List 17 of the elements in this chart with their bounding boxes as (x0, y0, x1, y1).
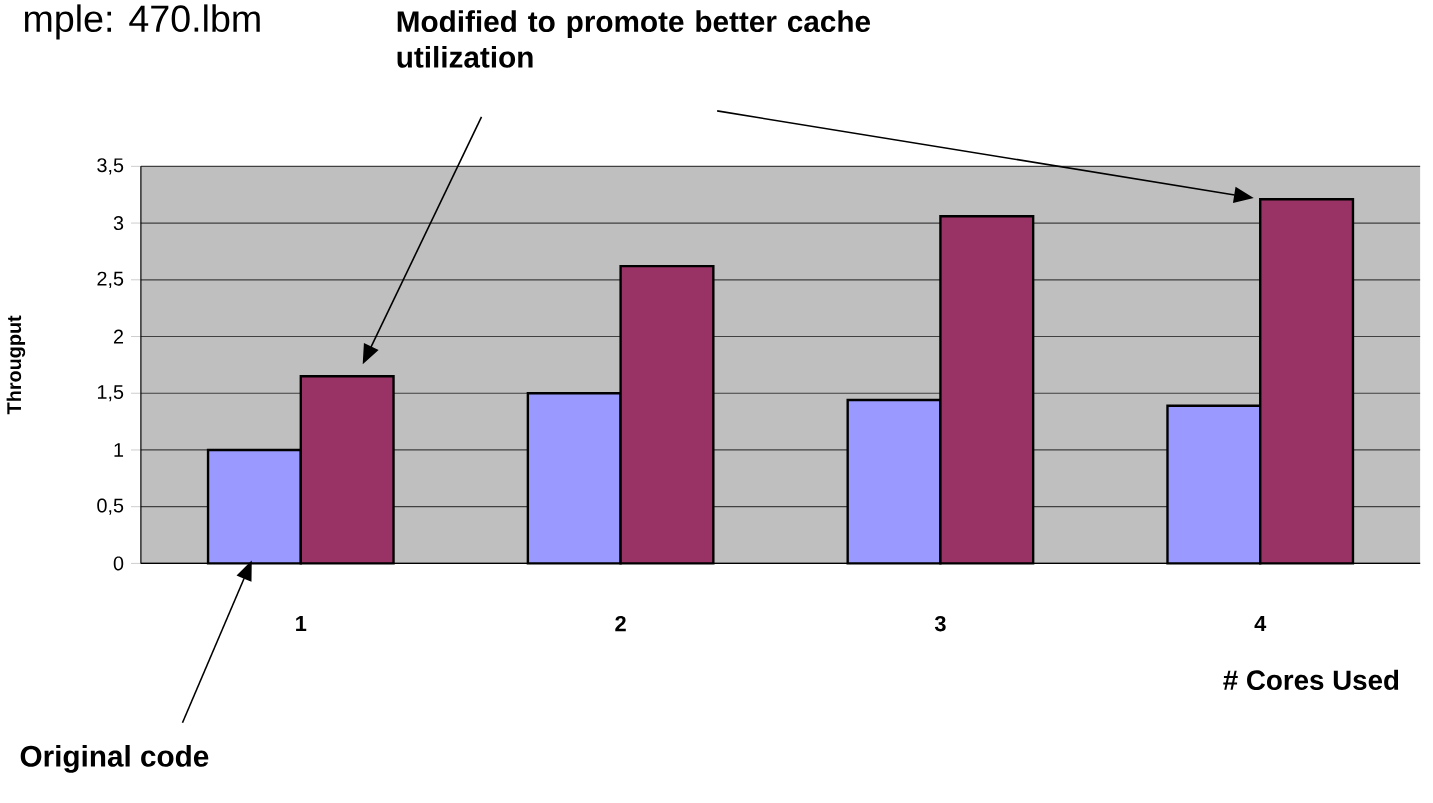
y-axis-title: Througput (6, 315, 26, 415)
x-axis-title: # Cores Used (1223, 669, 1399, 691)
y-tick-label: 2,5 (97, 271, 124, 288)
chart-title: mple: 470.lbm (24, 4, 260, 40)
x-tick-label: 3 (934, 615, 946, 632)
x-tick-label: 2 (615, 615, 626, 632)
y-tick-label: 3 (113, 216, 124, 231)
x-tick-label: 4 (1254, 615, 1267, 631)
x-tick-label: 1 (296, 615, 307, 631)
y-tick-label: 0,5 (97, 498, 124, 515)
y-tick-label: 1,5 (97, 385, 124, 402)
text: Original code (20, 744, 209, 773)
text: Modified to promote better cache utilization (397, 10, 871, 68)
y-tick-label: 0 (113, 556, 124, 571)
y-tick-label: 1 (114, 443, 124, 457)
y-tick-label: 3,5 (97, 158, 124, 175)
y-tick-label: 2 (113, 329, 124, 344)
